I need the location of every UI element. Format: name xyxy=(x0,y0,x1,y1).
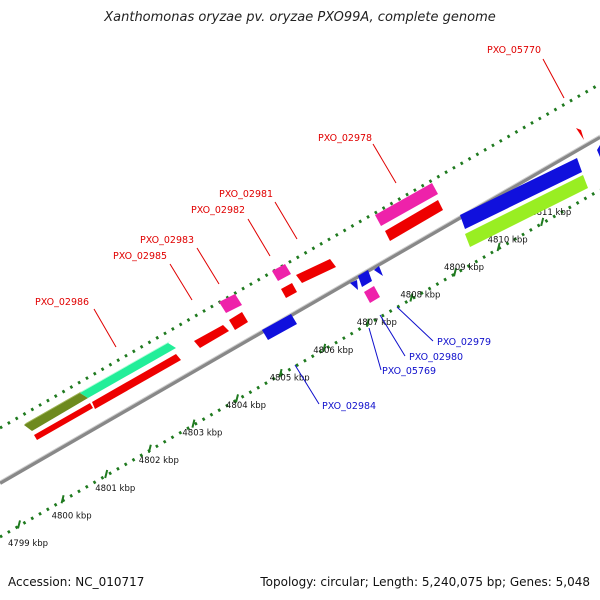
gene-label-pxo-02980[interactable]: PXO_02980 xyxy=(409,352,463,363)
genome-backbone xyxy=(0,135,600,485)
kbp-major-tick xyxy=(496,242,501,252)
kbp-major-tick xyxy=(17,520,21,529)
gene-pxo-02982-magenta-bar[interactable] xyxy=(272,264,291,281)
kbp-major-tick xyxy=(453,268,457,277)
kbp-tick-label: 4803 kbp xyxy=(182,429,222,439)
leader-pxo-05770 xyxy=(542,58,565,99)
gene-label-pxo-05770[interactable]: PXO_05770 xyxy=(487,45,541,56)
leader-pxo-02984 xyxy=(294,364,320,405)
kbp-major-tick xyxy=(365,318,370,327)
gene-pxo-02986-olive-bar[interactable] xyxy=(24,393,88,431)
leader-pxo-02978 xyxy=(372,143,397,184)
reverse-tick-track xyxy=(0,188,600,539)
kbp-major-tick xyxy=(147,444,152,454)
gene-pxo-05770-red-bar[interactable] xyxy=(576,128,584,140)
kbp-major-tick xyxy=(322,343,327,353)
leader-pxo-02980 xyxy=(379,314,406,357)
label-leader-lines xyxy=(93,58,565,405)
gene-pxo-02986-olive-bar-top xyxy=(24,391,82,425)
gene-labels: PXO_02986 PXO_02985 PXO_02983 PXO_02982 … xyxy=(35,45,541,412)
gene-pxo-02985-red-bar[interactable] xyxy=(194,325,229,348)
gene-pxo-02984-blue-bar[interactable] xyxy=(262,314,297,340)
kbp-major-tick xyxy=(409,293,414,302)
gene-edge-blue-bar[interactable] xyxy=(597,145,600,157)
gene-large-lime-bar[interactable] xyxy=(465,175,588,247)
gene-label-pxo-02986[interactable]: PXO_02986 xyxy=(35,297,89,308)
leader-pxo-02985 xyxy=(169,263,193,301)
kbp-tick-label: 4805 kbp xyxy=(270,373,310,383)
gene-pxo-05769-blue-bar[interactable] xyxy=(350,280,358,290)
gene-pxo-02979-blue-bar[interactable] xyxy=(374,266,383,276)
kbp-major-tick xyxy=(191,419,196,428)
gene-label-pxo-02984[interactable]: PXO_02984 xyxy=(322,401,376,412)
gene-label-pxo-02982[interactable]: PXO_02982 xyxy=(191,205,245,216)
gene-pxo-02982-red-bar[interactable] xyxy=(281,283,297,298)
gene-pxo-02981-red-bar[interactable] xyxy=(296,259,336,283)
leader-pxo-05769 xyxy=(368,327,382,371)
gene-label-pxo-02979[interactable]: PXO_02979 xyxy=(437,337,491,348)
kbp-major-tick xyxy=(104,469,109,479)
genome-summary-text: Topology: circular; Length: 5,240,075 bp… xyxy=(260,575,590,589)
gene-large-blue-bar[interactable] xyxy=(460,158,582,229)
kbp-tick-label: 4802 kbp xyxy=(139,456,179,466)
leader-pxo-02982 xyxy=(247,218,271,257)
gene-pxo-02978-red-bar[interactable] xyxy=(385,200,443,241)
gene-label-pxo-05769[interactable]: PXO_05769 xyxy=(382,366,436,377)
gene-label-pxo-02978[interactable]: PXO_02978 xyxy=(318,133,372,144)
leader-pxo-02983 xyxy=(196,247,220,285)
kbp-major-tick xyxy=(60,494,65,504)
map-title: Xanthomonas oryzae pv. oryzae PXO99A, co… xyxy=(104,10,496,25)
kbp-tick-label: 4804 kbp xyxy=(226,401,266,411)
kbp-tick-label: 4801 kbp xyxy=(95,484,135,494)
kbp-major-tick xyxy=(540,217,545,227)
gene-pxo-02986-red-bar-b[interactable] xyxy=(92,354,181,409)
kbp-tick-label: 4800 kbp xyxy=(52,511,92,521)
forward-strand-genes xyxy=(24,128,584,440)
reverse-strand-genes xyxy=(262,145,600,340)
gene-label-pxo-02983[interactable]: PXO_02983 xyxy=(140,235,194,246)
gene-label-pxo-02985[interactable]: PXO_02985 xyxy=(113,251,167,262)
gene-pxo-02978-magenta-bar[interactable] xyxy=(375,183,438,226)
leader-pxo-02979 xyxy=(396,306,434,342)
accession-text: Accession: NC_010717 xyxy=(8,575,145,589)
genome-backbone-highlight xyxy=(0,134,600,482)
gene-pxo-02983-red-bar[interactable] xyxy=(229,312,248,330)
kbp-tick-label: 4808 kbp xyxy=(400,291,440,301)
kbp-tick-label: 4809 kbp xyxy=(444,263,484,273)
leader-pxo-02986 xyxy=(93,308,117,348)
gene-pxo-02986-aqua-bar[interactable] xyxy=(80,343,176,398)
leader-pxo-02981 xyxy=(274,201,298,240)
major-ticks xyxy=(17,217,545,529)
kbp-tick-label: 4811 kbp xyxy=(531,208,571,218)
gene-pxo-02986-aqua-bar-top xyxy=(80,341,170,393)
kbp-major-tick xyxy=(235,394,239,403)
kbp-tick-label: 4799 kbp xyxy=(8,539,48,549)
kbp-tick-label: 4810 kbp xyxy=(488,235,528,245)
gene-pxo-05769-magenta-bar[interactable] xyxy=(364,286,380,303)
gene-label-pxo-02981[interactable]: PXO_02981 xyxy=(219,189,273,200)
kbp-tick-label: 4807 kbp xyxy=(357,318,397,328)
gene-pxo-02986-red-bar-a[interactable] xyxy=(34,403,93,440)
kbp-major-tick xyxy=(278,368,283,378)
forward-tick-track xyxy=(0,82,600,430)
kbp-tick-label: 4806 kbp xyxy=(313,346,353,356)
kbp-tick-labels: 4799 kbp 4800 kbp 4801 kbp 4802 kbp 4803 kbp… xyxy=(8,208,571,549)
gene-pxo-02983-magenta-bar[interactable] xyxy=(219,294,242,313)
gene-pxo-02980-blue-bar[interactable] xyxy=(358,270,372,287)
